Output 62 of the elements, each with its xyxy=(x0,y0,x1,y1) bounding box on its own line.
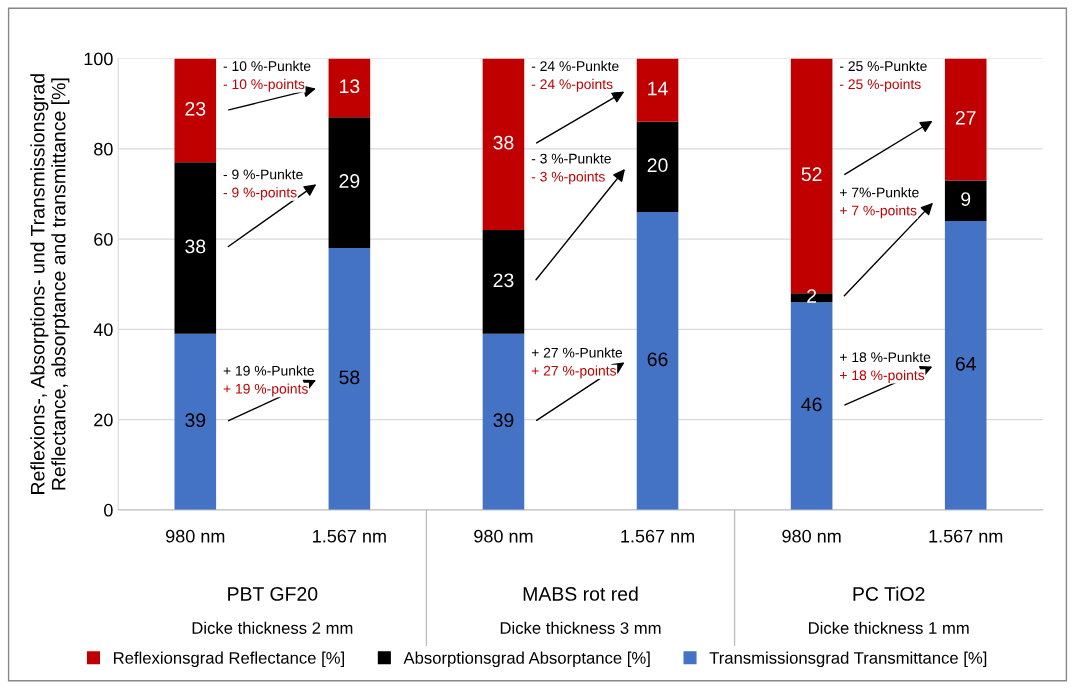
data-label: 64 xyxy=(955,356,976,371)
bar xyxy=(944,180,987,222)
data-label: 46 xyxy=(801,397,822,412)
annotation: - 25 %-Punkte - 25 %-points xyxy=(839,60,927,92)
legend-label: Reflexionsgrad Reflectance [%] xyxy=(114,651,344,668)
x-tick-label: 980 nm xyxy=(166,529,225,543)
bar xyxy=(482,333,525,510)
data-label: 66 xyxy=(647,352,668,367)
bar xyxy=(328,58,371,118)
x-tick-label: 980 nm xyxy=(782,529,841,543)
data-label: 9 xyxy=(961,192,971,206)
bar xyxy=(174,333,217,510)
text: PBT GF20 Dicke thickness 2 mm xyxy=(192,587,353,634)
annotation: + 27 %-Punkte + 27 %-points xyxy=(531,347,623,379)
x-tick-label: 980 nm xyxy=(474,529,533,543)
data-label: 20 xyxy=(647,158,668,173)
bar xyxy=(482,230,525,334)
text: MABS rot red Dicke thickness 3 mm xyxy=(500,586,661,634)
bar xyxy=(636,121,679,213)
data-label: 2 xyxy=(807,289,817,303)
annotation: + 19 %-Punkte + 19 %-points xyxy=(223,365,314,397)
y-tick-label: 100 xyxy=(84,52,113,66)
y-tick-label: 60 xyxy=(94,233,113,246)
data-label: 38 xyxy=(493,135,514,150)
data-label: 52 xyxy=(801,167,822,182)
bar xyxy=(636,212,679,510)
annotation: - 9 %-Punkte - 9 %-points xyxy=(223,169,303,201)
y-axis-title: Reflexions-, Absorptions- und Transmissionsgrad Reflectance, absorptance and transmittance [%] xyxy=(30,74,70,494)
legend-label: Absorptionsgrad Absorptance [%] xyxy=(403,651,650,668)
bar xyxy=(944,221,987,510)
x-tick-label: 1.567 nm xyxy=(929,529,1003,543)
data-label: 29 xyxy=(339,174,360,188)
bar xyxy=(174,162,217,334)
data-label: 14 xyxy=(648,81,668,96)
text: PC TiO2 Dicke thickness 1 mm xyxy=(809,586,969,634)
data-label: 23 xyxy=(493,273,514,288)
data-label: 58 xyxy=(339,370,360,385)
y-tick-label: 40 xyxy=(93,323,113,337)
bar xyxy=(328,117,371,249)
annotation: - 10 %-Punkte - 10 %-points xyxy=(223,60,311,92)
data-label: 39 xyxy=(185,413,206,428)
annotation: + 7%-Punkte + 7 %-points xyxy=(840,187,919,219)
y-tick-label: 20 xyxy=(94,413,113,427)
annotation: - 24 %-Punkte - 24 %-points xyxy=(531,60,619,92)
bar xyxy=(482,58,525,231)
bar xyxy=(636,58,679,122)
data-label: 13 xyxy=(340,79,360,94)
data-label: 23 xyxy=(185,101,206,116)
bar xyxy=(790,302,833,510)
bar xyxy=(174,58,217,163)
annotation: - 3 %-Punkte - 3 %-points xyxy=(531,153,611,185)
data-label: 38 xyxy=(185,239,206,254)
data-label: 39 xyxy=(493,413,514,428)
y-tick-label: 80 xyxy=(94,142,113,156)
data-label: 27 xyxy=(955,110,976,125)
y-tick-label: 0 xyxy=(104,503,113,517)
annotation: + 18 %-Punkte + 18 %-points xyxy=(840,351,931,383)
x-tick-label: 1.567 nm xyxy=(313,529,386,543)
legend-label: Transmissionsgrad Transmittance [%] xyxy=(709,651,987,668)
bar xyxy=(328,248,371,510)
x-tick-label: 1.567 nm xyxy=(621,529,694,543)
bar xyxy=(944,58,987,181)
